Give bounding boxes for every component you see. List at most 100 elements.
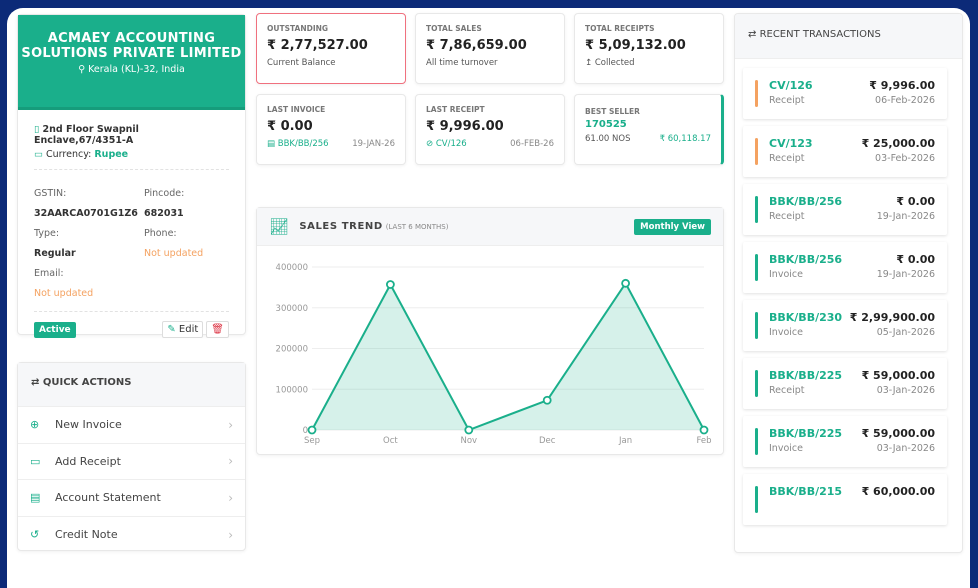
chart-subtitle: (LAST 6 MONTHS) (385, 222, 449, 231)
y-tick-label: 200000 (276, 345, 308, 355)
money-icon: ▭ (30, 454, 41, 468)
company-location: Kerala (KL)-32, India (88, 64, 185, 75)
currency-value: Rupee (94, 149, 129, 160)
chevron-right-icon: › (228, 454, 233, 469)
transaction-number[interactable]: BBK/BB/256 (769, 253, 843, 266)
transaction-item[interactable]: BBK/BB/225 Receipt ₹ 59,000.00 03-Jan-20… (743, 358, 947, 409)
exchange-icon: ⇄ (31, 377, 43, 388)
line-chart-icon: 📈︎ (269, 217, 290, 236)
transaction-item[interactable]: BBK/BB/256 Invoice ₹ 0.00 19-Jan-2026 (743, 242, 947, 293)
x-tick-label: Oct (383, 436, 398, 446)
quick-actions-title: QUICK ACTIONS (42, 377, 132, 388)
last-invoice-link[interactable]: ▤ BBK/BB/256 (267, 139, 329, 149)
company-name: ACMAEY ACCOUNTING SOLUTIONS PRIVATE LIMI… (21, 31, 242, 61)
transaction-type: Invoice (769, 443, 803, 454)
quick-action-account-statement[interactable]: ▤ Account Statement › (18, 480, 245, 517)
stat-value: ₹ 7,86,659.00 (426, 38, 527, 53)
best-seller-card: BEST SELLER 170525 61.00 NOS ₹ 60,118.17 (574, 94, 724, 165)
receipt-ref: CV/126 (435, 139, 467, 149)
quick-action-label: Credit Note (55, 528, 118, 542)
transaction-item[interactable]: BBK/BB/256 Receipt ₹ 0.00 19-Jan-2026 (743, 184, 947, 235)
quick-action-add-receipt[interactable]: ▭ Add Receipt › (18, 444, 245, 480)
monthly-view-button[interactable]: Monthly View (634, 218, 711, 235)
transaction-date: 03-Jan-2026 (876, 385, 935, 396)
stat-subtitle: All time turnover (426, 58, 498, 68)
transaction-type: Receipt (769, 211, 805, 222)
transaction-number[interactable]: BBK/BB/256 (769, 195, 843, 208)
x-tick-label: Sep (304, 436, 320, 446)
stat-value: ₹ 9,996.00 (426, 119, 504, 134)
currency-label: Currency: (46, 149, 92, 160)
y-tick-label: 400000 (276, 263, 308, 273)
company-address: 2nd Floor Swapnil Enclave,67/4351-A (34, 124, 139, 146)
quick-action-credit-note[interactable]: ↺ Credit Note › (18, 517, 245, 554)
transaction-date: 19-Jan-2026 (876, 211, 935, 222)
phone-label: Phone: (144, 228, 177, 239)
transaction-item[interactable]: CV/126 Receipt ₹ 9,996.00 06-Feb-2026 (743, 68, 947, 119)
transaction-item[interactable]: CV/123 Receipt ₹ 25,000.00 03-Feb-2026 (743, 126, 947, 177)
best-seller-qty: 61.00 NOS (585, 134, 631, 144)
data-point[interactable] (464, 425, 474, 435)
x-tick-label: Jan (618, 436, 632, 446)
transaction-type-bar (755, 254, 758, 281)
transaction-type-bar (755, 370, 758, 397)
delete-button[interactable]: 🗑 (206, 321, 229, 338)
check-circle-icon: ⊘ (426, 139, 434, 149)
stat-title: TOTAL SALES (426, 24, 482, 33)
map-pin-icon: ⚲ (78, 64, 89, 75)
pincode-label: Pincode: (144, 188, 185, 199)
quick-action-label: New Invoice (55, 418, 122, 432)
chevron-right-icon: › (228, 527, 233, 542)
transaction-number[interactable]: BBK/BB/225 (769, 369, 843, 382)
company-header: ACMAEY ACCOUNTING SOLUTIONS PRIVATE LIMI… (18, 15, 245, 110)
data-point[interactable] (542, 395, 552, 405)
area-fill (312, 283, 704, 430)
transaction-date: 19-Jan-2026 (876, 269, 935, 280)
total-sales-card: TOTAL SALES ₹ 7,86,659.00 All time turno… (415, 13, 565, 84)
recent-transactions-card: ⇄ RECENT TRANSACTIONS CV/126 Receipt ₹ 9… (734, 13, 963, 553)
chart-title: SALES TREND (299, 221, 383, 232)
quick-action-new-invoice[interactable]: ⊕ New Invoice › (18, 407, 245, 444)
transaction-item[interactable]: BBK/BB/230 Invoice ₹ 2,99,900.00 05-Jan-… (743, 300, 947, 351)
transaction-amount: ₹ 9,996.00 (869, 79, 935, 92)
transaction-amount: ₹ 0.00 (896, 195, 935, 208)
transaction-date: 06-Feb-2026 (875, 95, 935, 106)
edit-button[interactable]: ✎ Edit (162, 321, 204, 338)
transaction-amount: ₹ 2,99,900.00 (849, 311, 935, 324)
email-label: Email: (34, 268, 64, 279)
status-badge: Active (34, 321, 76, 338)
transaction-type-bar (755, 80, 758, 107)
total-receipts-card: TOTAL RECEIPTS ₹ 5,09,132.00 ↥ Collected (574, 13, 724, 84)
transaction-number[interactable]: BBK/BB/225 (769, 427, 843, 440)
type-label: Type: (34, 228, 60, 239)
transaction-number[interactable]: CV/126 (769, 79, 813, 92)
transaction-amount: ₹ 59,000.00 (861, 369, 935, 382)
pencil-icon: ✎ (167, 324, 176, 335)
stat-subtitle: Collected (594, 58, 635, 68)
stat-subtitle: Current Balance (267, 58, 336, 68)
last-receipt-link[interactable]: ⊘ CV/126 (426, 139, 467, 149)
invoice-date: 19-JAN-26 (352, 139, 395, 149)
transaction-item[interactable]: BBK/BB/215 ₹ 60,000.00 (743, 474, 947, 525)
invoice-ref: BBK/BB/256 (277, 139, 329, 149)
y-tick-label: 100000 (276, 385, 308, 395)
document-icon: ▤ (267, 139, 276, 149)
stat-title: BEST SELLER (585, 107, 640, 116)
email-value: Not updated (34, 288, 94, 299)
transaction-type: Receipt (769, 153, 805, 164)
stat-value: ₹ 5,09,132.00 (585, 38, 686, 53)
trash-icon: 🗑 (211, 324, 224, 335)
transaction-number[interactable]: BBK/BB/230 (769, 311, 843, 324)
x-tick-label: Nov (461, 436, 478, 446)
transaction-item[interactable]: BBK/BB/225 Invoice ₹ 59,000.00 03-Jan-20… (743, 416, 947, 467)
data-point[interactable] (699, 425, 709, 435)
transaction-number[interactable]: BBK/BB/215 (769, 485, 843, 498)
transaction-type: Invoice (769, 269, 803, 280)
data-point[interactable] (621, 278, 631, 288)
data-point[interactable] (385, 280, 395, 289)
data-point[interactable] (307, 425, 317, 435)
transaction-number[interactable]: CV/123 (769, 137, 813, 150)
recent-transactions-title: RECENT TRANSACTIONS (759, 29, 881, 40)
stat-value: ₹ 0.00 (267, 119, 313, 134)
transaction-amount: ₹ 59,000.00 (861, 427, 935, 440)
